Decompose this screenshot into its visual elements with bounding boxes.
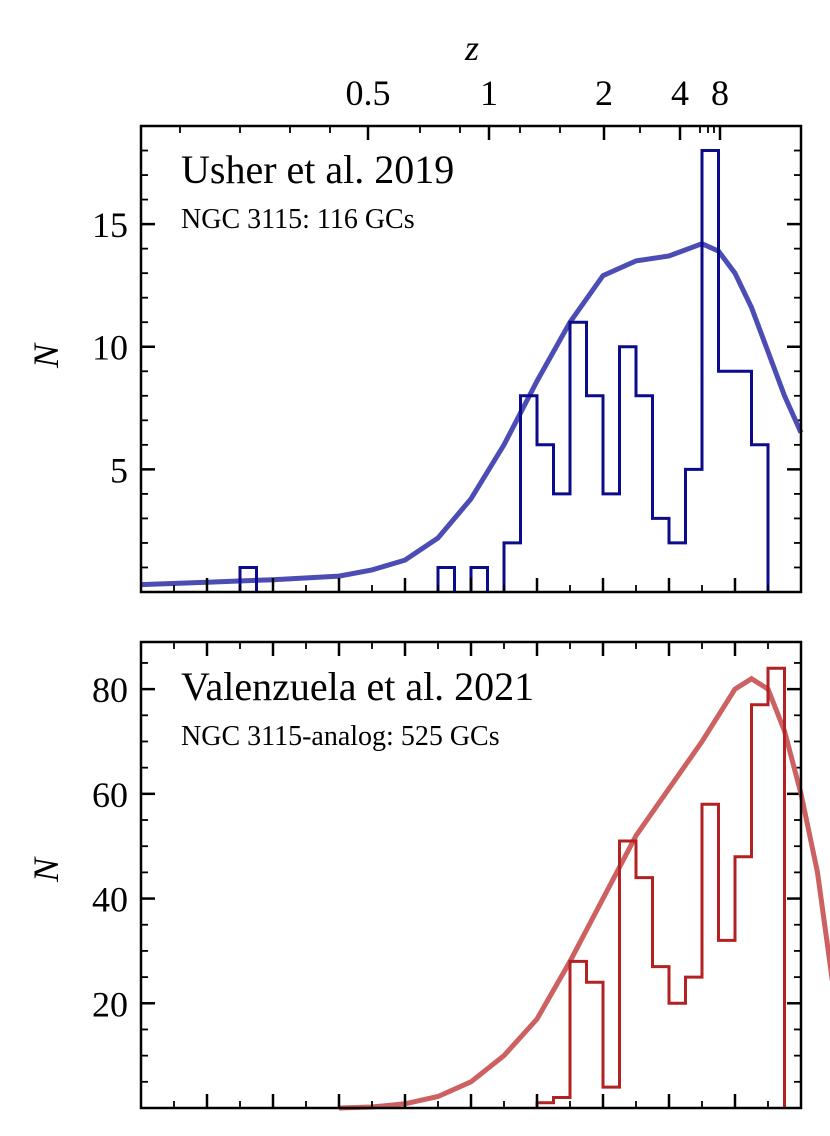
bottom-y-label: N (26, 856, 66, 883)
bottom-ytick-label: 40 (92, 880, 128, 920)
bottom-histogram (535, 666, 786, 1108)
top-panel-subtitle: NGC 3115: 116 GCs (181, 204, 415, 235)
top-axis: z 0.5 1 2 4 8 (346, 28, 730, 113)
top-ytick-label: 5 (110, 450, 128, 490)
panel-bottom: 20 40 60 80 Valenzuela et al. 2021 NGC 3115… (26, 640, 830, 1111)
top-tick-label-0.5: 0.5 (346, 73, 391, 113)
top-y-ticks: 5 10 15 (92, 149, 801, 569)
bottom-ytick-label: 80 (92, 670, 128, 710)
bottom-panel-title: Valenzuela et al. 2021 (181, 664, 534, 709)
bottom-ytick-label: 20 (92, 984, 128, 1024)
bottom-ytick-label: 60 (92, 775, 128, 815)
top-tick-label-8: 8 (711, 73, 729, 113)
bottom-x-ticks (173, 578, 769, 1108)
top-axis-label: z (464, 28, 479, 68)
top-tick-label-4: 4 (671, 73, 689, 113)
top-ytick-label: 15 (92, 205, 128, 245)
panel-top: 5 10 15 Usher et al. 2019 NGC 3115: 116 GC… (26, 124, 804, 594)
top-ytick-label: 10 (92, 328, 128, 368)
top-histogram (238, 149, 770, 592)
bottom-density-curve (338, 675, 830, 1111)
bottom-panel-subtitle: NGC 3115-analog: 525 GCs (181, 721, 500, 752)
top-axis-ticks (179, 126, 722, 140)
top-panel-title: Usher et al. 2019 (181, 147, 454, 192)
top-y-label: N (26, 342, 66, 369)
top-tick-label-1: 1 (480, 73, 498, 113)
top-tick-label-2: 2 (595, 73, 613, 113)
